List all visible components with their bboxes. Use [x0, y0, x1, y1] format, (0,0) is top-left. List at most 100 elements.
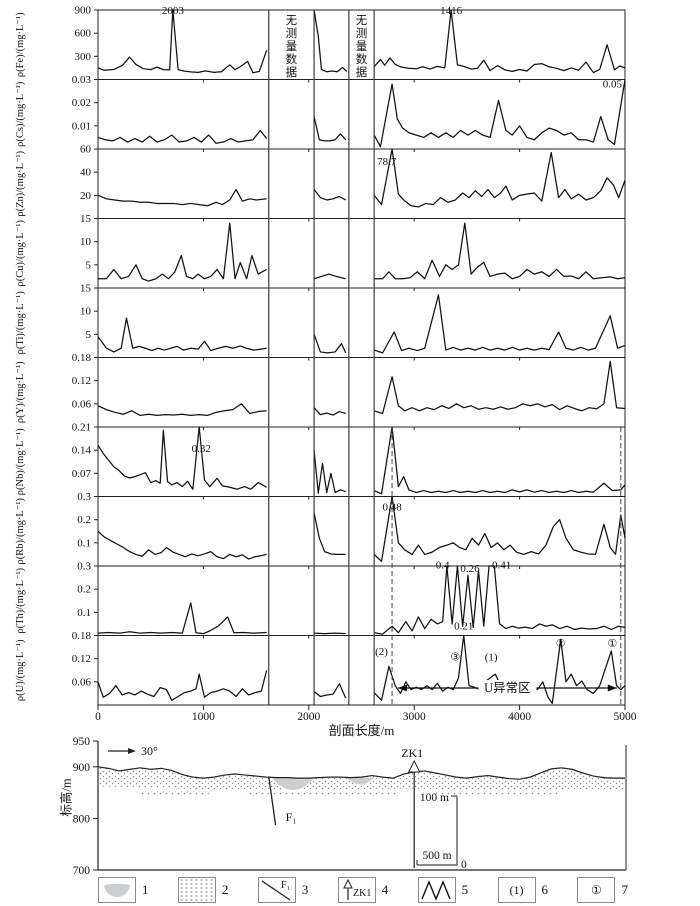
- svg-text:900: 900: [75, 5, 92, 17]
- x-axis-title: 剖面长度/m: [328, 723, 395, 738]
- overburden-dots-icon: [177, 877, 216, 903]
- svg-text:0.12: 0.12: [72, 653, 91, 665]
- y-axis-label-Fe: ρ(Fe)/(mg·L⁻¹): [15, 12, 26, 77]
- annotation: 0.41: [492, 559, 511, 571]
- annotation: 0.05: [603, 79, 623, 91]
- panel-Rb: 0.30.20.1ρ(Rb)/(mg·L⁻¹) 0.48: [15, 491, 626, 569]
- legend-item-1: 1: [98, 877, 149, 903]
- ore-lens: [346, 777, 375, 785]
- svg-text:数: 数: [286, 52, 298, 66]
- y-axis-label-Ti: ρ(Ti)/(mg·L⁻¹): [15, 291, 26, 355]
- svg-text:10: 10: [80, 306, 92, 318]
- y-axis-label-U: ρ(U)/(mg·L⁻¹): [15, 639, 26, 701]
- svg-text:800: 800: [73, 813, 91, 825]
- svg-text:5000: 5000: [614, 711, 637, 723]
- annotation: 0.4: [436, 559, 450, 571]
- svg-text:0.02: 0.02: [72, 97, 91, 109]
- svg-text:测: 测: [286, 27, 298, 40]
- svg-text:U异常区: U异常区: [484, 681, 531, 695]
- panel-Nb: 0.21 0.14 0.07 ρ(Nb)/(mg·L⁻¹) 0.32: [15, 422, 626, 500]
- legend-number: 1: [142, 882, 149, 897]
- legend: 1 2 F₁ 3 ZK1 4 5 (1) 6 ① 7: [98, 876, 628, 904]
- svg-text:无: 无: [286, 15, 298, 27]
- svg-text:15: 15: [80, 213, 92, 225]
- panel-Zn: 60 40 20 ρ(Zn)/(mg·L⁻¹) 78.7: [15, 144, 626, 222]
- paren-number-icon: (1): [497, 877, 536, 903]
- annotation: 0.21: [454, 621, 473, 633]
- y-axis-label-Cu: ρ(Cu)/(mg·L⁻¹): [15, 220, 26, 287]
- annotation: ②: [556, 638, 566, 650]
- svg-text:950: 950: [73, 736, 91, 748]
- svg-text:0.07: 0.07: [72, 468, 92, 480]
- legend-number: 2: [221, 882, 229, 897]
- svg-text:40: 40: [80, 167, 92, 179]
- legend-item-5: 5: [417, 877, 468, 903]
- borehole-label: ZK1: [401, 746, 423, 760]
- svg-text:900: 900: [73, 762, 91, 774]
- elevation-axis-label: 标高/m: [59, 778, 74, 817]
- svg-text:0.14: 0.14: [72, 445, 92, 457]
- svg-text:2000: 2000: [297, 711, 320, 723]
- ore-lens: [271, 778, 315, 791]
- y-axis-label-Y: ρ(Y)/(mg·L⁻¹): [15, 361, 26, 423]
- annotation: 2003: [162, 5, 185, 17]
- svg-text:0.06: 0.06: [72, 398, 92, 410]
- legend-number: 7: [621, 882, 628, 897]
- svg-text:20: 20: [80, 190, 92, 202]
- fault-line: [268, 776, 277, 826]
- overburden-patch: [435, 792, 562, 796]
- legend-item-2: 2: [177, 877, 229, 903]
- svg-text:0.06: 0.06: [72, 676, 92, 688]
- y-axis-label-Th: ρ(Th)/(mg·L⁻¹): [15, 567, 26, 633]
- svg-text:700: 700: [73, 865, 91, 877]
- legend-number: 3: [301, 882, 309, 897]
- legend-number: 4: [381, 882, 389, 897]
- svg-text:300: 300: [75, 51, 92, 63]
- svg-text:量: 量: [286, 40, 298, 53]
- svg-text:3000: 3000: [403, 711, 426, 723]
- annotation: 0.26: [460, 563, 480, 575]
- svg-text:0.18: 0.18: [72, 352, 92, 364]
- panel-Ti: 15 10 5 ρ(Ti)/(mg·L⁻¹): [15, 283, 626, 361]
- svg-text:0.3: 0.3: [77, 561, 91, 573]
- legend-number: 6: [541, 882, 549, 897]
- svg-text:0.1: 0.1: [77, 537, 91, 549]
- svg-text:0.2: 0.2: [77, 514, 91, 526]
- direction-label: 30°: [141, 744, 158, 758]
- terrain-line: [97, 766, 625, 780]
- borehole-collar-icon: [407, 759, 421, 773]
- y-axis-label-Zn: ρ(Zn)/(mg·L⁻¹): [15, 150, 26, 216]
- svg-text:ZK1: ZK1: [353, 888, 371, 899]
- svg-text:0.21: 0.21: [72, 422, 91, 434]
- svg-text:10: 10: [80, 236, 92, 248]
- annotation: ③: [450, 652, 460, 664]
- svg-text:0.01: 0.01: [72, 120, 91, 132]
- borehole-icon: ZK1: [337, 877, 376, 903]
- panel-Y: 0.18 0.12 0.06 ρ(Y)/(mg·L⁻¹): [15, 352, 626, 430]
- ore-lens-icon: [98, 877, 136, 903]
- panel-Cu: 15 10 5 ρ(Cu)/(mg·L⁻¹): [15, 213, 626, 291]
- y-axis-label-Nb: ρ(Nb)/(mg·L⁻¹): [15, 428, 26, 495]
- annotation: (2): [375, 646, 388, 658]
- svg-text:据: 据: [356, 65, 368, 79]
- y-axis-label-Rb: ρ(Rb)/(mg·L⁻¹): [15, 498, 26, 565]
- fault-label: F₁: [286, 810, 297, 824]
- svg-text:F₁: F₁: [281, 880, 290, 891]
- scale-500m-label: 500 m: [422, 850, 451, 862]
- svg-text:测: 测: [356, 27, 368, 40]
- svg-text:0.2: 0.2: [77, 584, 91, 596]
- scale-100m-label: 100 m: [420, 792, 449, 804]
- overburden-patch: [140, 791, 209, 795]
- legend-item-4: ZK1 4: [337, 877, 389, 903]
- svg-text:数: 数: [356, 52, 368, 66]
- svg-text:0.1: 0.1: [77, 607, 91, 619]
- u-anomaly-zone: U异常区: [398, 680, 617, 695]
- overburden-patch: [245, 792, 399, 796]
- annotation: 1416: [440, 5, 463, 17]
- direction-arrow-icon: [128, 748, 136, 754]
